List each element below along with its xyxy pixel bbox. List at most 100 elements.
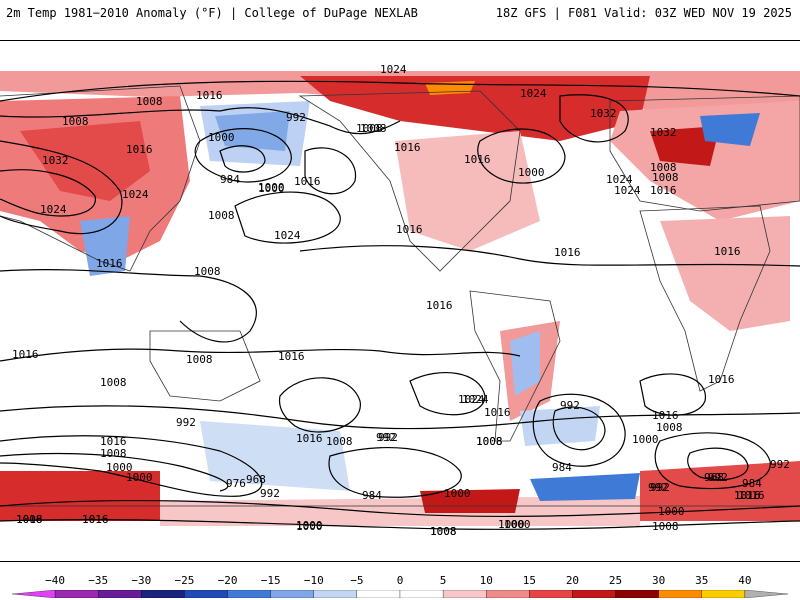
- isobar: [0, 169, 96, 217]
- isobar-label: 1000: [296, 519, 323, 532]
- isobar-label: 1008: [430, 525, 457, 538]
- isobar-label: 1016: [708, 373, 735, 386]
- isobar-label: 1016: [484, 406, 511, 419]
- isobar-label: 1016: [396, 223, 423, 236]
- colorbar-tick-label: 35: [695, 574, 709, 587]
- atlantic-cool-patch: [520, 406, 600, 446]
- colorbar-tick-label: −15: [260, 574, 281, 587]
- isobar-label: 992: [650, 481, 670, 494]
- colorbar-tick-label: −40: [45, 574, 66, 587]
- colorbar-segment: [356, 590, 401, 598]
- colorbar-segment: [98, 590, 142, 598]
- colorbar-segment: [572, 590, 616, 598]
- isobar-label: 1008: [100, 376, 127, 389]
- isobar-label: 1008: [430, 525, 457, 538]
- colorbar-segment: [313, 590, 358, 598]
- isobar-label: 1008: [16, 513, 43, 526]
- isobar: [0, 499, 800, 518]
- isobar-labels: 1024 1016 1008 1008 992 1000 1008 1016 1…: [12, 63, 790, 538]
- colorbar-segment: [658, 590, 702, 598]
- isobar-label: 1024: [40, 203, 67, 216]
- isobar-label: 1016: [296, 432, 323, 445]
- colorbar-segment: [442, 590, 487, 598]
- colorbar-tick-label: 15: [522, 574, 536, 587]
- isobar: [0, 269, 257, 343]
- isobar-label: 1024: [520, 87, 547, 100]
- colorbar-segment: [12, 590, 56, 598]
- isobar-label: 1024: [462, 393, 489, 406]
- isobar-label: 1000: [208, 131, 235, 144]
- isobar-label: 968: [704, 471, 724, 484]
- isobar-label: 992: [560, 399, 580, 412]
- isobar-label: 1008: [194, 265, 221, 278]
- antarctic-warm-band: [160, 496, 640, 526]
- isobar-label: 1008: [656, 421, 683, 434]
- colorbar-segment: [486, 590, 530, 598]
- cool-anomaly-layer: [80, 101, 760, 501]
- isobar: [409, 372, 486, 416]
- isobar-label: 1008: [652, 171, 679, 184]
- isobar-label: 1008: [100, 447, 127, 460]
- isobar-label: 1008: [356, 122, 383, 135]
- isobar-label: 1024: [380, 63, 407, 76]
- isobar: [234, 191, 341, 244]
- colorbar-segment: [615, 590, 659, 598]
- south-america-cool: [510, 331, 540, 396]
- isobar-label: 1032: [650, 126, 677, 139]
- colorbar-tick-label: 20: [565, 574, 580, 587]
- colorbar-tick-label: −20: [217, 574, 238, 587]
- isobar-label: 992: [378, 431, 398, 444]
- isobar-label: 1000: [296, 520, 323, 533]
- africa-warm-area: [660, 216, 790, 331]
- isobar-label: 992: [648, 481, 668, 494]
- isobar-label: 1016: [650, 184, 677, 197]
- east-asia-warm: [20, 121, 150, 201]
- isobar-label: 1016: [734, 489, 761, 502]
- isobar-label: 1016: [294, 175, 321, 188]
- isobar: [328, 446, 462, 498]
- isobar-label: 1016: [464, 153, 491, 166]
- isobar-label: 1008: [360, 122, 387, 135]
- isobar-label: 1000: [258, 182, 285, 195]
- scandinavia-cold-area: [700, 113, 760, 146]
- isobar-label: 1016: [394, 141, 421, 154]
- colorbar-tick-label: 40: [738, 574, 752, 587]
- isobar-label: 992: [260, 487, 280, 500]
- isobar: [654, 432, 771, 490]
- colorbar-tick-label: 30: [652, 574, 666, 587]
- colorbar-tick-label: −30: [131, 574, 152, 587]
- isobar-label: 992: [708, 471, 728, 484]
- isobar-label: 1016: [82, 513, 109, 526]
- isobar-label: 992: [770, 458, 790, 471]
- isobar-label: 1024: [274, 229, 301, 242]
- isobar-label: 984: [552, 461, 572, 474]
- isobar-label: 1000: [258, 181, 285, 194]
- colorbar-segment: [184, 590, 228, 598]
- isobar-label: 984: [742, 477, 762, 490]
- isobar-label: 1016: [734, 489, 761, 502]
- pacific-cool-swirl: [200, 421, 350, 491]
- colorbar-segment: [529, 590, 573, 598]
- chart-title: 2m Temp 1981−2010 Anomaly (°F) | College…: [6, 6, 418, 20]
- bering-cool-area: [200, 101, 310, 166]
- isobar: [0, 519, 800, 530]
- isobar: [687, 447, 749, 481]
- isobar: [219, 145, 266, 173]
- isobar-label: 1024: [122, 188, 149, 201]
- isobar-label: 1032: [42, 154, 69, 167]
- antarctic-hot-patch: [420, 489, 520, 513]
- antarctic-cold-patch: [530, 473, 640, 501]
- isobar-label: 1016: [12, 348, 39, 361]
- isobar: [0, 107, 401, 135]
- isobar-label: 992: [376, 431, 396, 444]
- isobar: [0, 452, 229, 492]
- isobar-label: 1008: [476, 435, 503, 448]
- isobar-label: 1024: [458, 393, 485, 406]
- isobar-label: 1032: [590, 107, 617, 120]
- isobar-label: 1008: [326, 435, 353, 448]
- colorbar-tick-label: 25: [608, 574, 623, 587]
- australia-outline: [149, 330, 261, 402]
- north-america-outline: [298, 90, 521, 272]
- africa-outline: [639, 205, 771, 392]
- isobar: [0, 405, 800, 430]
